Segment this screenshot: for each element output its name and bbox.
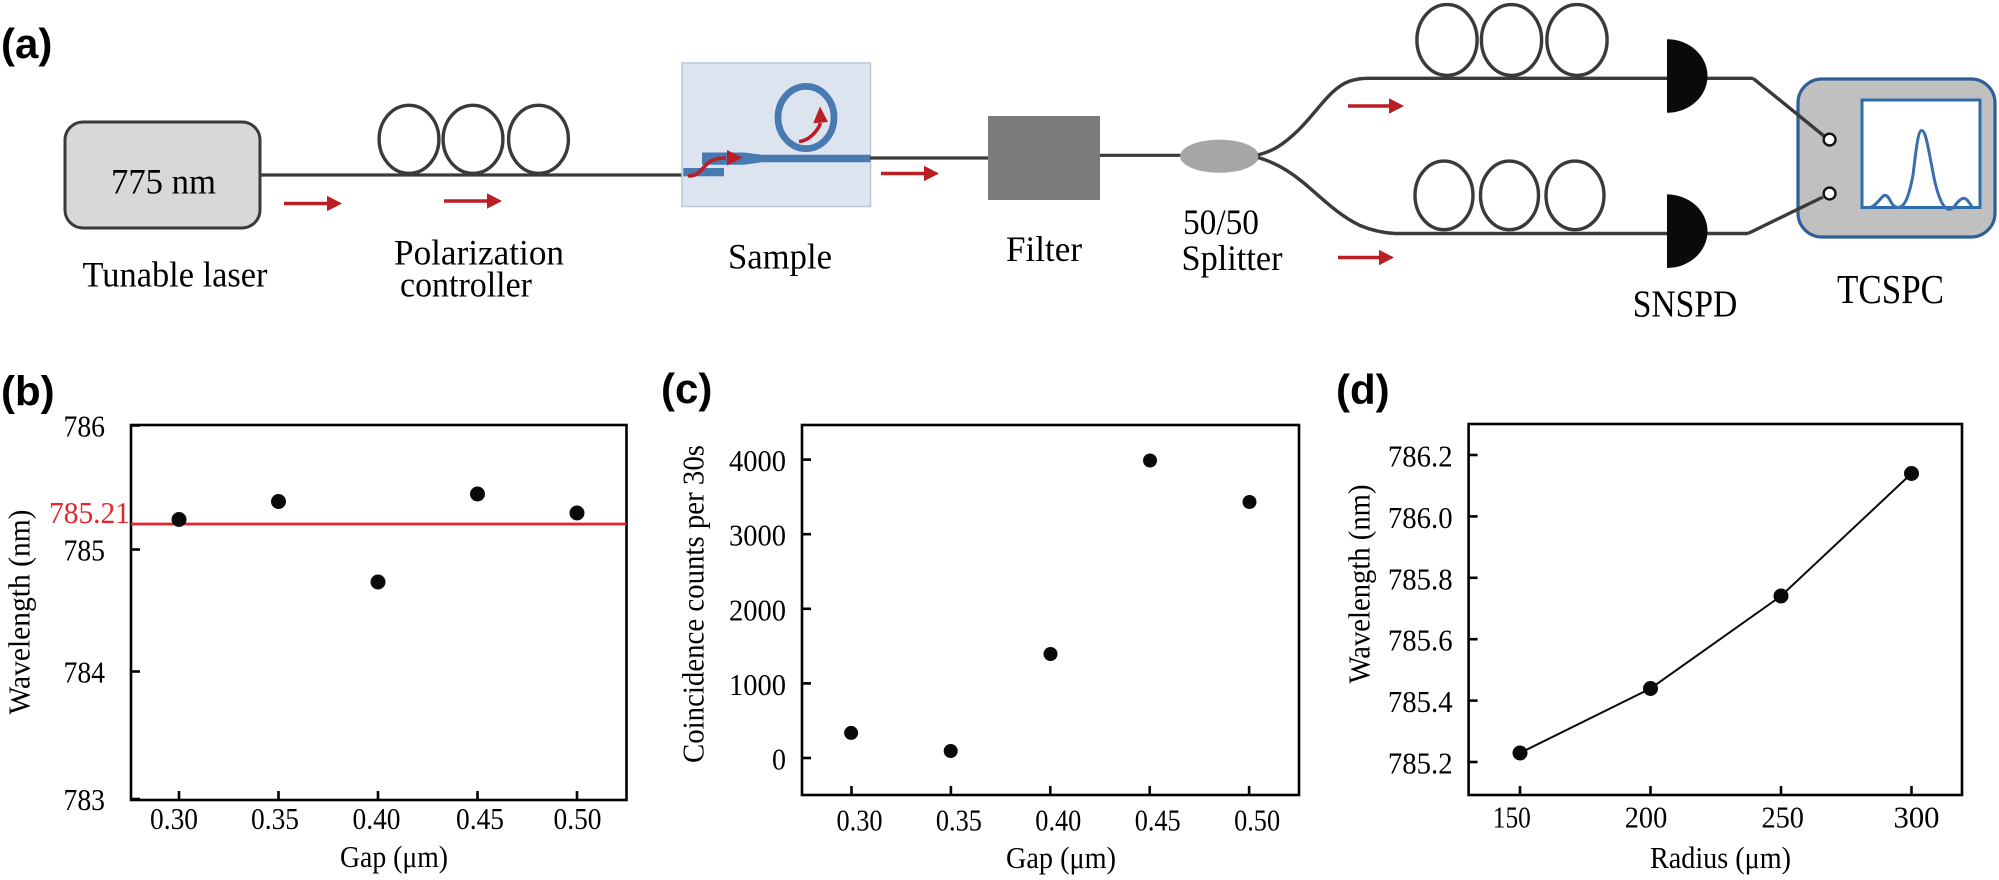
svg-text:250: 250	[1761, 801, 1804, 835]
svg-text:controller: controller	[400, 265, 532, 305]
svg-text:Gap (μm): Gap (μm)	[1006, 840, 1116, 875]
svg-text:785: 785	[64, 534, 106, 568]
svg-text:50/50: 50/50	[1183, 202, 1259, 242]
svg-text:3000: 3000	[729, 519, 786, 553]
svg-text:Sample: Sample	[728, 237, 832, 277]
svg-text:0.30: 0.30	[150, 802, 198, 836]
svg-text:785.6: 785.6	[1388, 624, 1453, 658]
svg-text:784: 784	[64, 656, 106, 690]
svg-text:SNSPD: SNSPD	[1633, 284, 1738, 326]
svg-text:0.30: 0.30	[837, 804, 883, 838]
svg-text:(b): (b)	[1, 368, 55, 415]
svg-text:(c): (c)	[661, 365, 712, 412]
svg-text:0: 0	[772, 743, 786, 777]
svg-text:Gap (μm): Gap (μm)	[340, 839, 448, 874]
svg-text:1000: 1000	[729, 668, 786, 702]
svg-text:TCSPC: TCSPC	[1837, 266, 1944, 312]
svg-text:2000: 2000	[729, 593, 786, 627]
svg-text:Polarization: Polarization	[394, 233, 564, 273]
svg-text:150: 150	[1493, 801, 1531, 835]
svg-text:0.40: 0.40	[353, 802, 401, 836]
svg-text:0.50: 0.50	[1234, 804, 1280, 838]
svg-text:Splitter: Splitter	[1182, 238, 1283, 278]
svg-text:Radius (μm): Radius (μm)	[1650, 840, 1791, 875]
svg-text:786.0: 786.0	[1388, 501, 1453, 535]
svg-text:0.50: 0.50	[554, 802, 602, 836]
svg-text:786.2: 786.2	[1388, 440, 1453, 474]
svg-text:Tunable laser: Tunable laser	[83, 255, 268, 295]
svg-text:Wavelength (nm): Wavelength (nm)	[1342, 485, 1377, 684]
svg-text:775 nm: 775 nm	[111, 162, 216, 202]
svg-text:200: 200	[1625, 801, 1668, 835]
svg-text:0.35: 0.35	[936, 804, 982, 838]
svg-text:0.45: 0.45	[1135, 804, 1181, 838]
svg-text:783: 783	[64, 783, 106, 817]
svg-text:300: 300	[1894, 801, 1940, 835]
svg-text:785.2: 785.2	[1388, 747, 1453, 781]
svg-text:Filter: Filter	[1006, 229, 1082, 269]
svg-text:786: 786	[64, 410, 106, 444]
svg-text:785.21: 785.21	[49, 496, 130, 530]
svg-text:Wavelength (nm): Wavelength (nm)	[2, 510, 37, 715]
svg-text:(d): (d)	[1336, 366, 1390, 413]
svg-text:0.45: 0.45	[456, 802, 504, 836]
svg-text:(a): (a)	[1, 20, 52, 67]
svg-text:4000: 4000	[729, 444, 786, 478]
svg-text:0.35: 0.35	[251, 802, 299, 836]
svg-text:785.8: 785.8	[1388, 562, 1453, 596]
svg-text:Coincidence counts per 30s: Coincidence counts per 30s	[676, 445, 711, 763]
svg-text:0.40: 0.40	[1035, 804, 1081, 838]
svg-text:785.4: 785.4	[1388, 685, 1453, 719]
